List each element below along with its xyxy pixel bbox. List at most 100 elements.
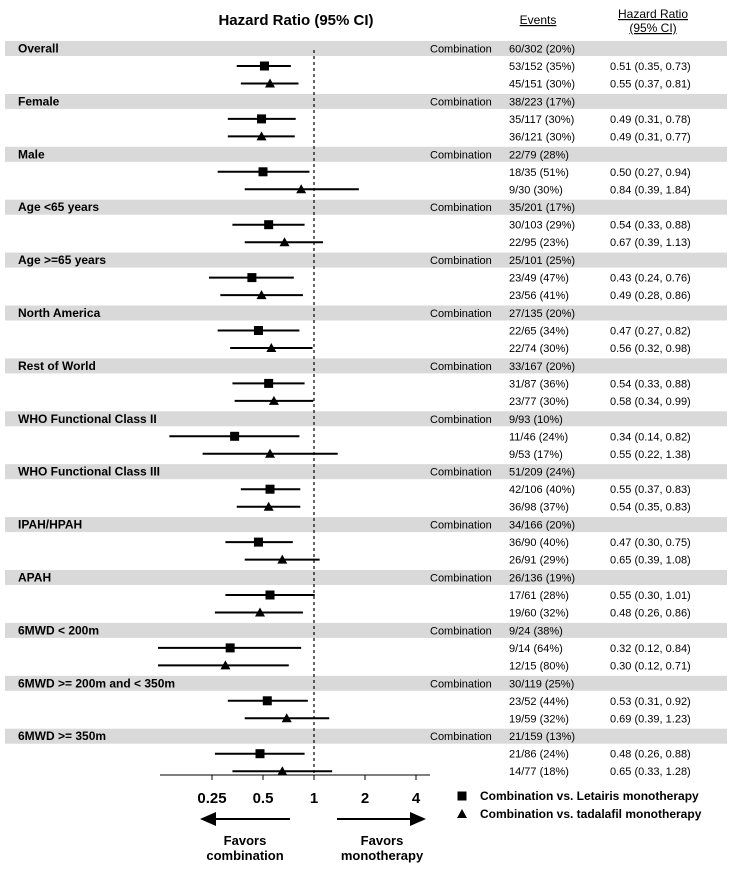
hr-column-header-line1: Hazard Ratio	[618, 7, 688, 21]
events-value: 9/14 (64%)	[509, 643, 563, 655]
combination-events: 51/209 (24%)	[509, 467, 575, 479]
hazard-ratio-value: 0.48 (0.26, 0.88)	[610, 749, 691, 761]
comparison-row: 42/106 (40%) 0.55 (0.37, 0.83)	[240, 484, 691, 496]
subgroup: IPAH/HPAH Combination 34/166 (20%) 36/90 (4…	[18, 518, 691, 567]
comparison-row: 9/30 (30%) 0.84 (0.39, 1.84)	[244, 184, 691, 196]
comparison-row: 23/52 (44%) 0.53 (0.31, 0.92)	[227, 696, 691, 708]
hr-point-square	[258, 167, 268, 177]
comparison-row: 30/103 (29%) 0.54 (0.33, 0.88)	[232, 220, 691, 232]
subgroup-name: North America	[18, 306, 101, 320]
x-tick-label: 0.5	[253, 790, 274, 807]
hazard-ratio-value: 0.49 (0.28, 0.86)	[610, 290, 691, 302]
subgroup-name: 6MWD >= 350m	[18, 729, 106, 743]
hr-point-triangle	[268, 395, 279, 405]
comparison-row: 21/86 (24%) 0.48 (0.26, 0.88)	[214, 749, 691, 761]
hazard-ratio-value: 0.55 (0.37, 0.81)	[610, 79, 691, 91]
subgroup: APAH Combination 26/136 (19%) 17/61 (28%) 0.…	[18, 571, 691, 620]
legend-label: Combination vs. Letairis monotherapy	[480, 789, 699, 803]
hazard-ratio-value: 0.65 (0.33, 1.28)	[610, 766, 691, 778]
subgroup-name: 6MWD < 200m	[18, 623, 99, 637]
events-value: 53/152 (35%)	[509, 61, 575, 73]
hazard-ratio-value: 0.50 (0.27, 0.94)	[610, 167, 691, 179]
hr-point-square	[230, 431, 240, 441]
comparison-row: 36/121 (30%) 0.49 (0.31, 0.77)	[227, 131, 691, 143]
events-value: 45/151 (30%)	[509, 79, 575, 91]
combination-label: Combination	[430, 414, 492, 426]
favors-right-arrowhead	[410, 812, 426, 826]
events-value: 35/117 (30%)	[509, 114, 574, 126]
hazard-ratio-value: 0.54 (0.33, 0.88)	[610, 220, 691, 232]
subgroup-name: IPAH/HPAH	[18, 518, 82, 532]
hr-point-triangle	[296, 184, 307, 194]
comparison-row: 19/59 (32%) 0.69 (0.39, 1.23)	[244, 713, 691, 725]
combination-label: Combination	[430, 44, 492, 56]
hr-point-square	[259, 61, 269, 71]
events-value: 22/95 (23%)	[509, 237, 569, 249]
combination-label: Combination	[430, 731, 492, 743]
events-value: 23/49 (47%)	[509, 273, 569, 285]
subgroup: Male Combination 22/79 (28%) 18/35 (51%) 0.5…	[18, 147, 691, 196]
events-value: 36/90 (40%)	[509, 537, 569, 549]
subgroup-name: APAH	[18, 571, 51, 585]
hazard-ratio-value: 0.54 (0.33, 0.88)	[610, 378, 691, 390]
legend-triangle-icon	[457, 809, 467, 818]
subgroup-name: Age >=65 years	[18, 253, 106, 267]
comparison-row: 23/49 (47%) 0.43 (0.24, 0.76)	[208, 273, 691, 285]
subgroup-name: Male	[18, 147, 45, 161]
events-value: 9/53 (17%)	[509, 449, 563, 461]
subgroup-band	[5, 675, 727, 691]
hazard-ratio-value: 0.30 (0.12, 0.71)	[610, 660, 691, 672]
hazard-ratio-value: 0.58 (0.34, 0.99)	[610, 396, 691, 408]
subgroup: Age >=65 years Combination 25/101 (25%) 23/…	[18, 253, 691, 302]
hr-point-triangle	[277, 766, 288, 776]
hr-point-triangle	[266, 343, 277, 352]
hazard-ratio-value: 0.54 (0.35, 0.83)	[610, 502, 691, 514]
subgroup-rows: Overall Combination 60/302 (20%) 53/152 (35…	[18, 42, 691, 779]
events-value: 17/61 (28%)	[509, 590, 569, 602]
subgroup: Rest of World Combination 33/167 (20%) 31/8…	[18, 359, 691, 408]
hr-point-square	[265, 590, 275, 600]
events-column-header: Events	[520, 13, 557, 27]
combination-label: Combination	[430, 149, 492, 161]
events-value: 31/87 (36%)	[509, 378, 569, 390]
combination-label: Combination	[430, 678, 492, 690]
subgroup-name: WHO Functional Class III	[18, 465, 160, 479]
combination-events: 60/302 (20%)	[509, 44, 575, 56]
events-value: 14/77 (18%)	[509, 766, 569, 778]
combination-events: 27/135 (20%)	[509, 308, 575, 320]
combination-events: 38/223 (17%)	[509, 96, 575, 108]
comparison-row: 12/15 (80%) 0.30 (0.12, 0.71)	[157, 660, 691, 672]
hazard-ratio-value: 0.56 (0.32, 0.98)	[610, 343, 691, 355]
hazard-ratio-value: 0.55 (0.37, 0.83)	[610, 484, 691, 496]
subgroup-name: Rest of World	[18, 359, 96, 373]
subgroup: Age <65 years Combination 35/201 (17%) 30/1…	[18, 200, 691, 249]
subgroup: Overall Combination 60/302 (20%) 53/152 (35…	[18, 42, 691, 91]
combination-label: Combination	[430, 520, 492, 532]
subgroup-band	[5, 146, 727, 162]
combination-events: 35/201 (17%)	[509, 202, 575, 214]
comparison-row: 18/35 (51%) 0.50 (0.27, 0.94)	[217, 167, 691, 179]
hr-point-triangle	[277, 554, 288, 564]
comparison-row: 45/151 (30%) 0.55 (0.37, 0.81)	[240, 78, 691, 91]
combination-events: 34/166 (20%)	[509, 520, 575, 532]
hazard-ratio-value: 0.34 (0.14, 0.82)	[610, 431, 691, 443]
subgroup-band	[5, 199, 727, 215]
subgroup: 6MWD < 200m Combination 9/24 (38%) 9/14 (64…	[18, 623, 691, 672]
hazard-ratio-value: 0.55 (0.22, 1.38)	[610, 449, 691, 461]
combination-events: 25/101 (25%)	[509, 255, 575, 267]
events-value: 42/106 (40%)	[509, 484, 575, 496]
comparison-row: 31/87 (36%) 0.54 (0.33, 0.88)	[232, 378, 691, 390]
subgroup-band	[5, 358, 727, 374]
hazard-ratio-value: 0.53 (0.31, 0.92)	[610, 696, 691, 708]
hr-point-triangle	[220, 660, 231, 670]
hazard-ratio-value: 0.43 (0.24, 0.76)	[610, 273, 691, 285]
comparison-row: 19/60 (32%) 0.48 (0.26, 0.86)	[214, 607, 691, 620]
hr-point-triangle	[279, 237, 290, 247]
legend-label: Combination vs. tadalafil monotherapy	[480, 807, 702, 821]
subgroup-name: WHO Functional Class II	[18, 412, 157, 426]
comparison-row: 23/56 (41%) 0.49 (0.28, 0.86)	[220, 290, 691, 302]
subgroup: 6MWD >= 200m and < 350m Combination 30/119…	[18, 676, 691, 725]
subgroup: 6MWD >= 350m Combination 21/159 (13%) 21/86…	[18, 729, 691, 778]
